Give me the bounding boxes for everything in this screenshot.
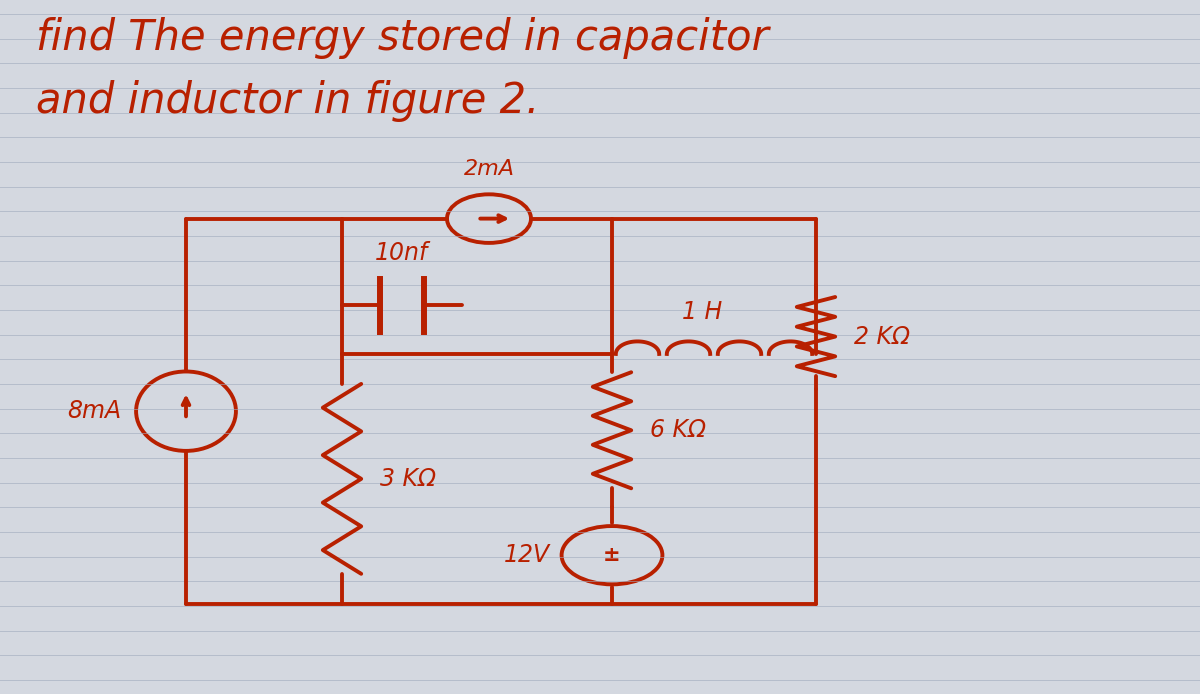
Text: 12V: 12V xyxy=(504,543,550,567)
Text: 2mA: 2mA xyxy=(463,159,515,179)
Text: 8mA: 8mA xyxy=(67,399,121,423)
Text: 1 H: 1 H xyxy=(682,300,722,324)
Text: ±: ± xyxy=(604,545,620,565)
Text: find The energy stored in capacitor: find The energy stored in capacitor xyxy=(36,17,769,60)
Text: 3 KΩ: 3 KΩ xyxy=(380,467,437,491)
Text: 6 KΩ: 6 KΩ xyxy=(650,418,707,442)
Text: 2 KΩ: 2 KΩ xyxy=(854,325,911,348)
Text: 10nf: 10nf xyxy=(376,241,428,265)
Text: and inductor in figure 2.: and inductor in figure 2. xyxy=(36,80,539,122)
